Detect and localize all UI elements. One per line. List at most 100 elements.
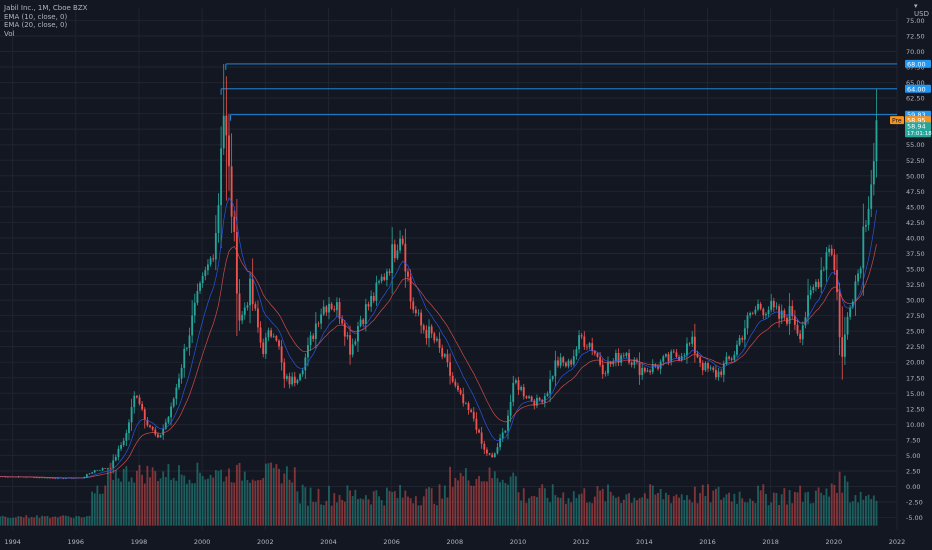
candle-body: [599, 356, 602, 365]
currency-selector[interactable]: ▾ USD: [914, 2, 932, 18]
volume-bar: [538, 487, 541, 526]
ema20-legend[interactable]: EMA (20, close, 0): [4, 21, 68, 29]
volume-bar: [638, 498, 641, 526]
volume-bar: [370, 504, 373, 526]
volume-bar: [517, 492, 520, 526]
volume-bar: [246, 479, 249, 526]
candle-body: [683, 355, 686, 357]
candle-body: [159, 435, 162, 438]
volume-bar: [564, 503, 567, 526]
candle-body: [564, 362, 567, 367]
volume-bar: [120, 481, 122, 526]
symbol-title[interactable]: Jabil Inc., 1M, Cboe BZX: [4, 4, 88, 12]
volume-bar: [388, 490, 391, 526]
volume-bar: [865, 496, 867, 526]
volume-bar: [801, 501, 804, 526]
candle-body: [172, 398, 175, 407]
volume-bar: [541, 484, 544, 526]
volume-bar: [486, 481, 488, 526]
volume-bar: [0, 516, 1, 526]
volume-bar: [167, 464, 170, 526]
candle-body: [664, 354, 667, 357]
candle-body: [162, 428, 165, 436]
volume-bar: [633, 497, 636, 526]
candle-body: [851, 301, 854, 308]
candle-body: [583, 336, 586, 347]
volume-bar: [557, 497, 559, 526]
volume-bar: [220, 469, 223, 526]
candle-body: [783, 310, 786, 318]
ema10-legend[interactable]: EMA (10, close, 0): [4, 12, 68, 21]
candle-body: [620, 355, 623, 363]
candle-body: [507, 415, 509, 431]
candle-body: [575, 349, 578, 357]
volume-bar: [133, 482, 136, 526]
volume-bar: [480, 481, 483, 526]
y-tick-label: 5.00: [906, 452, 920, 460]
volume-bar: [641, 497, 644, 526]
candle-body: [546, 393, 549, 397]
candle-body: [349, 335, 351, 355]
volume-bar: [820, 492, 823, 526]
volume-bar: [825, 488, 828, 526]
volume-bar: [1, 515, 4, 526]
volume-bar: [533, 495, 536, 526]
candle-body: [454, 381, 457, 386]
time-axis[interactable]: 1994 1996 1998 2000 2002 2004 2006 2008 2010 2012…: [4, 538, 905, 546]
candle-body: [572, 356, 575, 365]
candle-body: [43, 477, 46, 479]
candle-body: [93, 470, 96, 473]
candle-body: [549, 379, 552, 394]
volume-bar: [759, 490, 762, 526]
y-tick-label: 62.50: [906, 95, 925, 103]
ema-lines: [0, 197, 877, 479]
candle-body: [99, 470, 101, 471]
volume-bar: [38, 517, 41, 526]
candle-body: [54, 478, 57, 480]
candle-body: [393, 244, 396, 259]
volume-bar: [362, 499, 365, 526]
volume-bar: [691, 502, 694, 526]
volume-bar: [799, 485, 802, 526]
volume-legend[interactable]: Vol: [4, 29, 15, 38]
candle-body: [438, 338, 441, 348]
horizontal-levels[interactable]: [220, 63, 897, 121]
candle-body: [312, 335, 315, 339]
volume-bar: [662, 499, 665, 526]
candle-body: [672, 351, 675, 353]
x-tick-label: 2010: [510, 538, 527, 546]
candle-body: [870, 184, 873, 209]
volume-bar: [62, 515, 65, 526]
candle-body: [272, 336, 275, 337]
volume-bar: [657, 492, 659, 526]
candle-body: [822, 269, 825, 271]
volume-bar: [20, 516, 22, 526]
pre-market-label: Pre: [892, 118, 902, 125]
candle-body: [41, 477, 44, 479]
volume-bar: [507, 484, 509, 526]
volume-bar: [349, 490, 351, 526]
volume-bar: [536, 497, 538, 526]
volume-bar: [817, 487, 820, 526]
x-tick-label: 2022: [889, 538, 906, 546]
volume-bar: [391, 492, 394, 526]
x-tick-label: 1996: [68, 538, 85, 546]
candle-body: [314, 323, 317, 339]
candle-body: [388, 271, 391, 273]
y-tick-label: 22.50: [906, 343, 925, 351]
candle-body: [662, 356, 665, 362]
candle-body: [351, 344, 354, 355]
volume-bar: [138, 465, 141, 526]
candle-body: [638, 361, 641, 376]
y-tick-label: 10.00: [906, 421, 925, 429]
volume-bar: [841, 492, 844, 526]
candle-body: [617, 352, 620, 363]
volume-bar: [25, 515, 28, 526]
candle-body: [9, 476, 12, 478]
candle-body: [836, 269, 838, 293]
candle-body: [391, 244, 394, 273]
volume-bar: [772, 492, 775, 526]
candle-body: [825, 252, 828, 270]
